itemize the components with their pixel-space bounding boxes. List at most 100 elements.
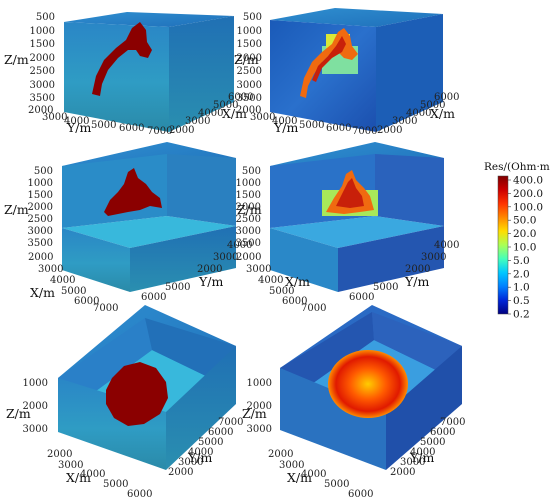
right-tick-label: 7000	[218, 417, 243, 428]
colorbar-tick-label: 0.2	[513, 309, 530, 321]
z-tick-label: 1500	[237, 39, 262, 50]
cutaway-right-wall	[145, 318, 236, 378]
z-tick-label: 3500	[30, 93, 55, 104]
cutaway-right-wall	[167, 154, 236, 226]
left-axis-label: X/m	[285, 274, 310, 289]
conductor-body	[300, 28, 358, 98]
conductor-body	[106, 362, 168, 426]
z-tick-label: 1000	[23, 378, 48, 389]
right-tick-label: 2000	[390, 467, 415, 478]
z-tick-label: 1000	[247, 378, 272, 389]
z-tick-label: 3000	[247, 424, 272, 435]
colorbar-tick-label: 2.0	[513, 268, 530, 280]
colorbar-tick-label: 5.0	[513, 255, 530, 267]
z-tick-label: 1000	[236, 178, 261, 189]
block-front-face	[62, 228, 130, 292]
left-tick-label: 2000	[28, 105, 53, 116]
cutaway-right-wall	[372, 312, 462, 372]
left-tick-label: 2000	[236, 105, 261, 116]
left-tick-label: 4000	[272, 116, 297, 127]
colorbar-tick-label: 20.0	[513, 228, 536, 240]
panel-6: 1000 2000 3000 Z/m 2000 3000 4000 5000 6…	[242, 305, 465, 500]
z-tick-label: 1500	[236, 190, 261, 201]
left-tick-label: 7000	[147, 126, 172, 137]
right-tick-label: 3000	[213, 252, 238, 263]
right-tick-label: 2000	[197, 264, 222, 275]
right-tick-label: 4000	[434, 240, 459, 251]
z-tick-label: 500	[243, 12, 262, 23]
z-tick-label: 500	[36, 12, 55, 23]
right-tick-label: 6000	[349, 292, 374, 303]
block-top-face	[270, 8, 443, 27]
z-tick-label: 3000	[23, 424, 48, 435]
right-tick-label: 6000	[434, 92, 459, 103]
right-tick-label: 4000	[188, 447, 213, 458]
right-tick-label: 3000	[185, 116, 210, 127]
right-axis-label: Y/m	[198, 274, 223, 289]
cutaway-right-wall	[375, 154, 444, 226]
z-tick-label: 3500	[236, 238, 261, 249]
right-tick-label: 3000	[400, 457, 425, 468]
block-side-face	[338, 226, 444, 292]
right-axis-label: X/m	[430, 106, 455, 121]
colorbar-tick-label: 100.0	[513, 201, 543, 213]
left-tick-label: 4000	[258, 275, 283, 286]
z-tick-label: 2500	[237, 66, 262, 77]
conductor-body	[322, 170, 378, 216]
left-tick-label: 5000	[324, 479, 349, 490]
z-tick-label: 3000	[236, 226, 261, 237]
right-tick-label: 3000	[178, 457, 203, 468]
colorbar-gradient	[497, 175, 509, 315]
conductor-body	[92, 22, 152, 96]
colorbar-tick-label: 0.5	[513, 295, 530, 307]
right-tick-label: 6000	[430, 427, 455, 438]
colorbar-title: Res/(Ohm·m)	[484, 161, 550, 173]
right-axis-label: Y/m	[404, 274, 429, 289]
panel-4: 500 1000 1500 2000 2500 3000 3500 Z/m 20…	[236, 142, 459, 314]
block-side-face	[130, 226, 236, 292]
left-axis-label: Y/m	[66, 120, 91, 135]
left-tick-label: 5000	[269, 286, 294, 297]
block-front-face	[58, 378, 166, 470]
block-front-face	[280, 368, 386, 470]
z-tick-label: 1000	[237, 26, 262, 37]
z-tick-label: 3000	[30, 80, 55, 91]
right-tick-label: 3000	[392, 116, 417, 127]
right-tick-label: 4000	[410, 447, 435, 458]
left-tick-label: 6000	[282, 296, 307, 307]
conductor-body	[104, 168, 162, 216]
right-axis-label: Y/m	[187, 450, 212, 465]
right-tick-label: 4000	[198, 108, 223, 119]
left-tick-label: 6000	[348, 489, 373, 500]
block-side-face	[169, 16, 234, 132]
block-side-face	[376, 14, 443, 132]
z-axis-label: Z/m	[242, 406, 267, 421]
left-tick-label: 7000	[301, 303, 326, 314]
right-tick-label: 2000	[169, 125, 194, 136]
left-tick-label: 2000	[268, 449, 293, 460]
left-axis-label: Y/m	[273, 120, 298, 135]
left-tick-label: 2000	[47, 449, 72, 460]
z-tick-label: 3000	[237, 80, 262, 91]
z-tick-label: 2000	[23, 401, 48, 412]
block-top-face	[64, 12, 234, 27]
panel-1: 500 1000 1500 2000 2500 3000 3500 Z/m 20…	[4, 12, 253, 137]
right-axis-label: X/m	[222, 106, 247, 121]
z-axis-label: Z/m	[4, 202, 29, 217]
z-tick-label: 2000	[237, 53, 262, 64]
right-tick-label: 5000	[198, 437, 223, 448]
right-tick-label: 6000	[141, 292, 166, 303]
z-tick-label: 500	[242, 166, 261, 177]
colorbar-tick-label: 10.0	[513, 242, 536, 254]
z-tick-label: 2000	[30, 53, 55, 64]
right-tick-label: 7000	[440, 417, 465, 428]
block-side-face	[386, 346, 462, 470]
right-tick-label: 5000	[420, 100, 445, 111]
left-tick-label: 4000	[50, 275, 75, 286]
z-tick-label: 1000	[30, 26, 55, 37]
panel-5: 1000 2000 3000 Z/m 2000 3000 4000 5000 6…	[6, 305, 243, 500]
z-tick-label: 2000	[28, 202, 53, 213]
z-tick-label: 2000	[236, 202, 261, 213]
